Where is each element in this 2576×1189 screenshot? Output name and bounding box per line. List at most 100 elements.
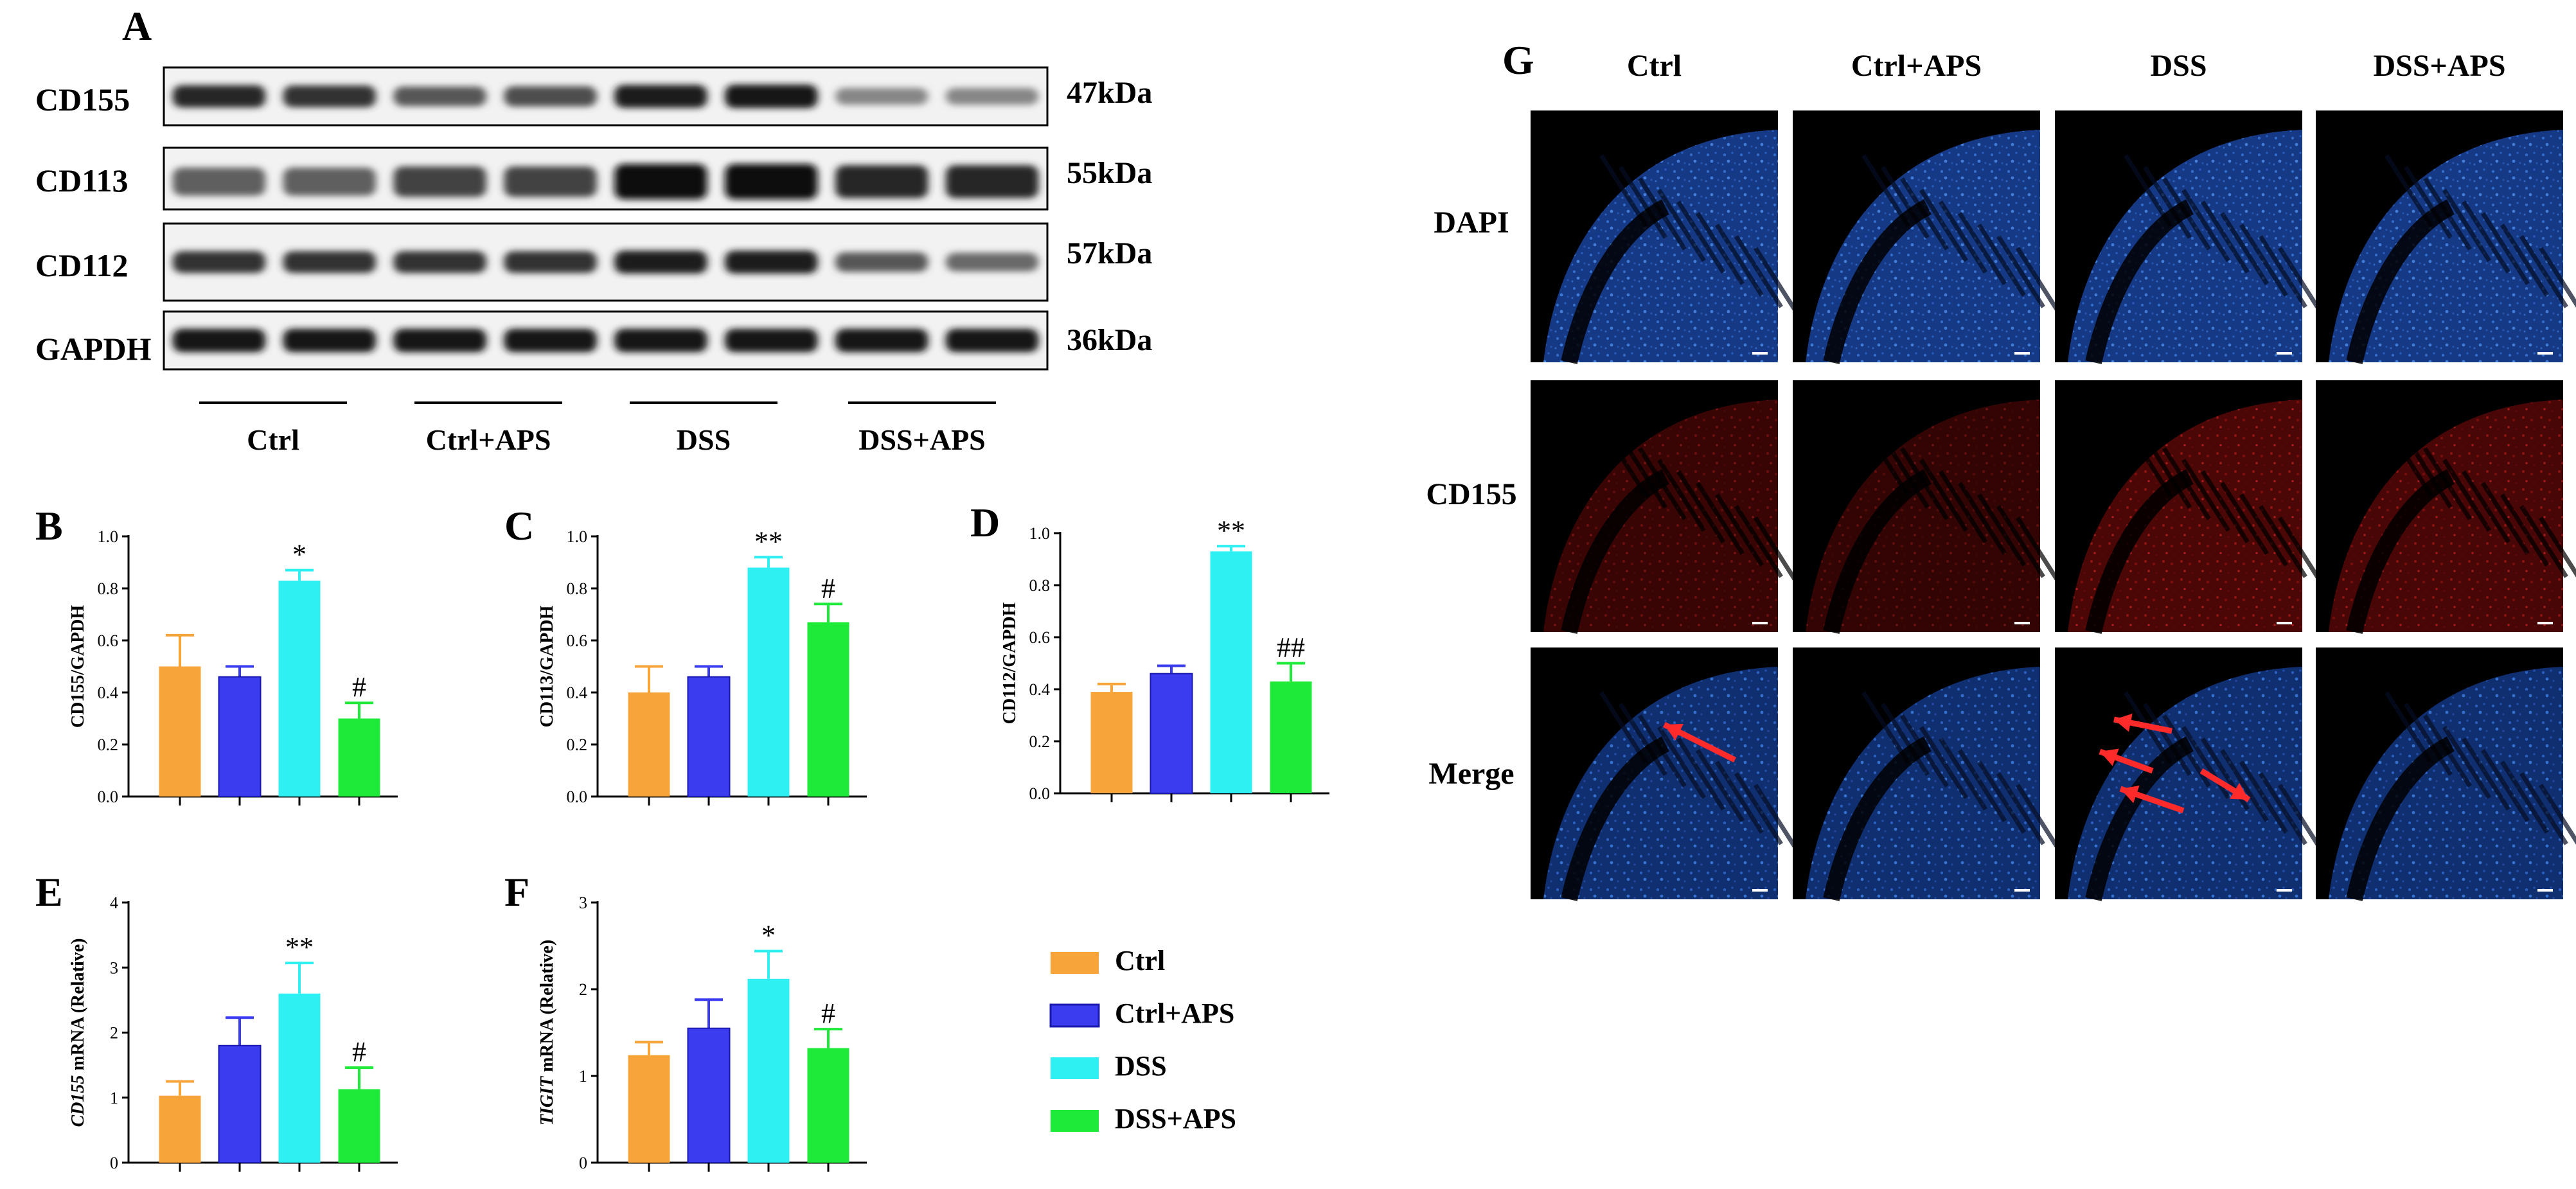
bar-dss-aps — [807, 1048, 849, 1163]
bar-ctrl — [159, 1095, 201, 1163]
blot-band — [283, 167, 376, 196]
crypt-stripe — [1996, 235, 2045, 308]
tissue-region — [1806, 400, 2040, 632]
y-axis-label-text: CD155/GAPDH — [68, 605, 88, 728]
blot-band — [393, 86, 486, 107]
tissue-region — [2068, 400, 2302, 632]
scale-bar — [2537, 622, 2553, 624]
blot-band — [283, 85, 376, 107]
panel-g-image-grid — [1531, 110, 2576, 901]
bar-ctrl-aps — [687, 1027, 731, 1163]
blot-band — [504, 86, 597, 107]
crypt-stripe — [1919, 459, 1968, 532]
crypt-stripe — [2220, 212, 2269, 285]
y-tick-label: 1.0 — [1029, 524, 1051, 543]
chart-f: F 0 1 2 3 TIGIT mRNA (Relative) * # — [504, 869, 867, 1172]
bar-ctrl-aps — [1150, 673, 1193, 794]
crypt-stripe — [1881, 436, 1930, 509]
blot-band — [504, 328, 597, 353]
significance-mark: ** — [1217, 515, 1245, 546]
blot-kda-label: 57kDa — [1067, 236, 1152, 270]
blot-kda-label: 36kDa — [1067, 323, 1152, 357]
blot-band — [504, 166, 597, 197]
crypt-stripe — [2462, 200, 2510, 274]
micrograph-cd155-ctrl — [1531, 380, 1802, 634]
crypt-stripe — [2143, 436, 2192, 509]
lumen — [2085, 199, 2194, 364]
y-tick-label: 0 — [579, 1154, 587, 1172]
micrograph-merge-dss — [2055, 647, 2327, 901]
crypt-stripe — [1958, 212, 2007, 285]
lumen — [1561, 469, 1670, 634]
y-axis-label-gene: CD155 — [68, 1075, 88, 1127]
blot-band — [393, 328, 486, 353]
crypt-stripe — [2442, 189, 2491, 262]
y-tick-label: 0.8 — [1029, 576, 1051, 595]
blot-band — [614, 85, 707, 108]
micrograph-merge-ctrl — [1531, 647, 1802, 901]
significance-mark: ** — [754, 525, 783, 557]
tissue-region — [2329, 130, 2563, 362]
crypt-stripe — [1996, 772, 2045, 845]
y-tick-label: 0.6 — [567, 631, 588, 650]
blot-band — [835, 165, 928, 198]
blot-kda-label: 47kDa — [1067, 76, 1152, 110]
blot-protein-label: CD155 — [35, 82, 130, 118]
tissue-region — [1543, 667, 1778, 899]
y-tick-label: 0.0 — [1029, 784, 1051, 803]
crypt-stripe — [1939, 200, 1987, 274]
chart-b: B 0.0 0.2 0.4 0.6 0.8 1.0 CD155/GAPDH * # — [35, 503, 398, 806]
crypt-stripe — [1696, 212, 1745, 285]
lumen — [1561, 736, 1670, 901]
blot-row-cd155: CD155 47kDa — [35, 66, 1152, 127]
blot-band — [283, 328, 376, 353]
crypt-stripe — [1715, 761, 1764, 834]
red-arrow — [2199, 768, 2251, 802]
blot-band — [283, 251, 376, 273]
crypt-stripe — [1657, 459, 1706, 532]
crypt-stripe — [2442, 459, 2491, 532]
crypt-stripe — [1657, 726, 1706, 799]
blot-band — [725, 251, 818, 274]
y-tick-label: 3 — [579, 894, 587, 912]
crypt-stripe — [2481, 749, 2530, 822]
micrograph-dapi-ctrl — [1531, 110, 1802, 364]
y-axis-label-text: mRNA (Relative) — [537, 940, 557, 1077]
legend-label: DSS — [1115, 1050, 1167, 1082]
tissue-region — [1543, 130, 1778, 362]
crypt-stripe — [2181, 189, 2230, 262]
lumen — [1561, 199, 1670, 364]
significance-mark: # — [352, 671, 366, 703]
micrograph-cd155-dss — [2055, 380, 2327, 634]
crypt-stripe — [2259, 505, 2307, 578]
significance-mark: * — [292, 539, 306, 570]
crypt-stripe — [1676, 737, 1725, 811]
crypt-stripe — [1939, 470, 1987, 543]
y-tick-label: 0.2 — [567, 735, 588, 754]
legend-label: Ctrl — [1115, 945, 1165, 976]
y-axis-label-text: CD113/GAPDH — [537, 605, 557, 727]
y-tick-label: 0.0 — [567, 788, 588, 806]
scale-bar — [1752, 889, 1768, 892]
y-tick-label: 2 — [110, 1024, 118, 1043]
crypt-stripe — [2500, 761, 2549, 834]
scale-bar — [1752, 622, 1768, 624]
y-axis-label: CD113/GAPDH — [537, 605, 557, 727]
crypt-stripe — [2519, 505, 2568, 578]
y-axis-label: CD155/GAPDH — [68, 605, 88, 728]
blot-band — [614, 328, 707, 353]
crypt-stripe — [1881, 703, 1930, 776]
panel-g-column-label: DSS+APS — [2373, 49, 2505, 83]
chart-panel-letter: E — [35, 869, 63, 915]
blot-band — [835, 252, 928, 272]
panel-g-column-labels: Ctrl Ctrl+APS DSS DSS+APS — [1627, 49, 2506, 83]
bar-dss-aps — [338, 718, 380, 797]
blot-group-label: DSS — [677, 423, 731, 456]
crypt-stripe — [1734, 772, 1783, 845]
blot-band — [504, 251, 597, 273]
legend-swatch — [1049, 1003, 1100, 1028]
crypt-stripe — [1715, 224, 1764, 297]
y-axis-label: TIGIT mRNA (Relative) — [537, 940, 557, 1125]
red-arrow — [1662, 721, 1737, 763]
scale-bar — [2014, 352, 2030, 355]
